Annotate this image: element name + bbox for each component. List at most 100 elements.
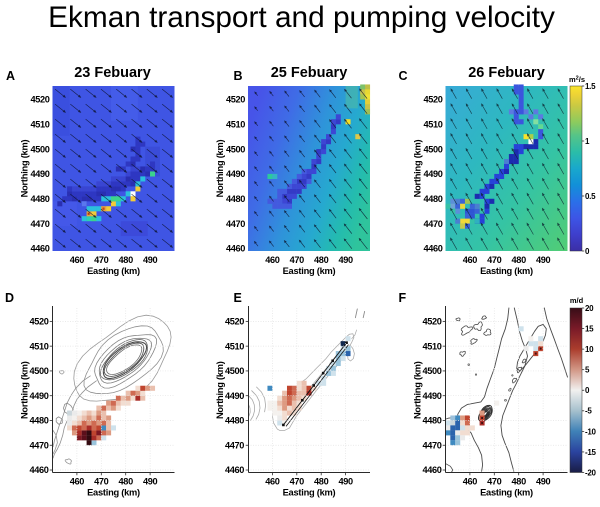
svg-text:490: 490 [143,477,158,487]
svg-text:Easting (km): Easting (km) [283,488,336,498]
svg-text:Easting (km): Easting (km) [283,266,336,276]
svg-text:4520: 4520 [226,95,245,105]
svg-text:480: 480 [119,255,134,265]
svg-text:4500: 4500 [423,144,442,154]
svg-text:4470: 4470 [226,219,245,229]
svg-text:Northing (km): Northing (km) [413,361,423,419]
svg-text:4490: 4490 [29,391,48,401]
svg-text:Easting (km): Easting (km) [87,266,140,276]
svg-text:4510: 4510 [29,341,48,351]
svg-text:4490: 4490 [30,169,49,179]
svg-text:-5: -5 [585,407,592,416]
svg-text:4520: 4520 [423,95,442,105]
svg-text:4460: 4460 [225,465,244,475]
svg-text:-15: -15 [585,448,597,457]
svg-text:23 Febuary: 23 Febuary [74,65,151,81]
svg-text:4470: 4470 [225,440,244,450]
svg-text:470: 470 [290,255,305,265]
svg-text:4490: 4490 [226,169,245,179]
svg-text:Easting (km): Easting (km) [480,488,533,498]
svg-text:0: 0 [585,247,590,256]
svg-text:Northing (km): Northing (km) [215,140,225,198]
svg-text:4510: 4510 [30,119,49,129]
svg-text:4490: 4490 [225,391,244,401]
svg-text:4510: 4510 [422,341,441,351]
svg-text:25 Febuary: 25 Febuary [271,65,348,81]
svg-text:460: 460 [70,477,85,487]
svg-text:D: D [5,291,14,305]
svg-text:Northing (km): Northing (km) [20,140,30,198]
svg-text:4470: 4470 [423,219,442,229]
svg-text:4480: 4480 [423,194,442,204]
svg-text:A: A [6,69,15,83]
svg-text:m/d: m/d [570,296,584,305]
svg-text:4520: 4520 [30,95,49,105]
svg-text:4470: 4470 [422,440,441,450]
svg-text:-10: -10 [585,427,597,436]
svg-text:Northing (km): Northing (km) [413,140,423,198]
svg-text:4500: 4500 [30,144,49,154]
svg-text:4490: 4490 [422,391,441,401]
svg-text:480: 480 [512,255,527,265]
svg-text:4490: 4490 [423,169,442,179]
svg-text:Northing (km): Northing (km) [20,361,30,419]
svg-text:490: 490 [536,255,551,265]
svg-text:-20: -20 [585,468,597,477]
svg-text:480: 480 [119,477,134,487]
svg-text:490: 490 [536,477,551,487]
svg-text:4460: 4460 [422,465,441,475]
svg-text:Northing (km): Northing (km) [215,361,225,419]
svg-text:470: 470 [290,477,305,487]
svg-text:470: 470 [487,477,502,487]
svg-text:480: 480 [314,255,329,265]
svg-text:F: F [399,291,407,305]
svg-text:4480: 4480 [422,416,441,426]
svg-text:4510: 4510 [423,119,442,129]
svg-text:460: 460 [463,255,478,265]
svg-text:4460: 4460 [226,244,245,254]
svg-text:4460: 4460 [30,244,49,254]
svg-text:E: E [234,291,242,305]
svg-text:490: 490 [143,255,158,265]
svg-text:C: C [399,69,408,83]
svg-text:Ekman transport and pumping ve: Ekman transport and pumping velocity [48,1,555,34]
svg-text:470: 470 [94,477,109,487]
svg-text:B: B [234,69,243,83]
svg-text:0.5: 0.5 [585,192,596,201]
svg-text:4500: 4500 [29,366,48,376]
svg-text:4520: 4520 [29,317,48,327]
svg-text:490: 490 [338,477,353,487]
svg-text:480: 480 [314,477,329,487]
svg-text:490: 490 [338,255,353,265]
svg-text:4460: 4460 [423,244,442,254]
svg-text:4500: 4500 [225,366,244,376]
svg-text:15: 15 [585,324,594,333]
svg-text:4520: 4520 [225,317,244,327]
svg-text:460: 460 [70,255,85,265]
svg-text:4480: 4480 [30,194,49,204]
svg-text:470: 470 [94,255,109,265]
svg-text:460: 460 [463,477,478,487]
svg-text:4480: 4480 [226,194,245,204]
svg-text:Easting (km): Easting (km) [87,488,140,498]
svg-text:4470: 4470 [30,219,49,229]
svg-text:4510: 4510 [226,119,245,129]
svg-text:1: 1 [585,137,590,146]
svg-text:4460: 4460 [29,465,48,475]
svg-text:4480: 4480 [225,416,244,426]
svg-text:4470: 4470 [29,440,48,450]
svg-text:4500: 4500 [422,366,441,376]
svg-text:480: 480 [512,477,527,487]
svg-text:20: 20 [585,304,594,313]
svg-text:4510: 4510 [225,341,244,351]
svg-text:460: 460 [265,477,280,487]
svg-text:460: 460 [265,255,280,265]
svg-text:470: 470 [487,255,502,265]
svg-text:4480: 4480 [29,416,48,426]
svg-text:4500: 4500 [226,144,245,154]
svg-text:Easting (km): Easting (km) [480,266,533,276]
svg-text:10: 10 [585,345,594,354]
svg-text:1.5: 1.5 [585,82,596,91]
svg-text:5: 5 [585,366,590,375]
svg-text:0: 0 [585,386,590,395]
